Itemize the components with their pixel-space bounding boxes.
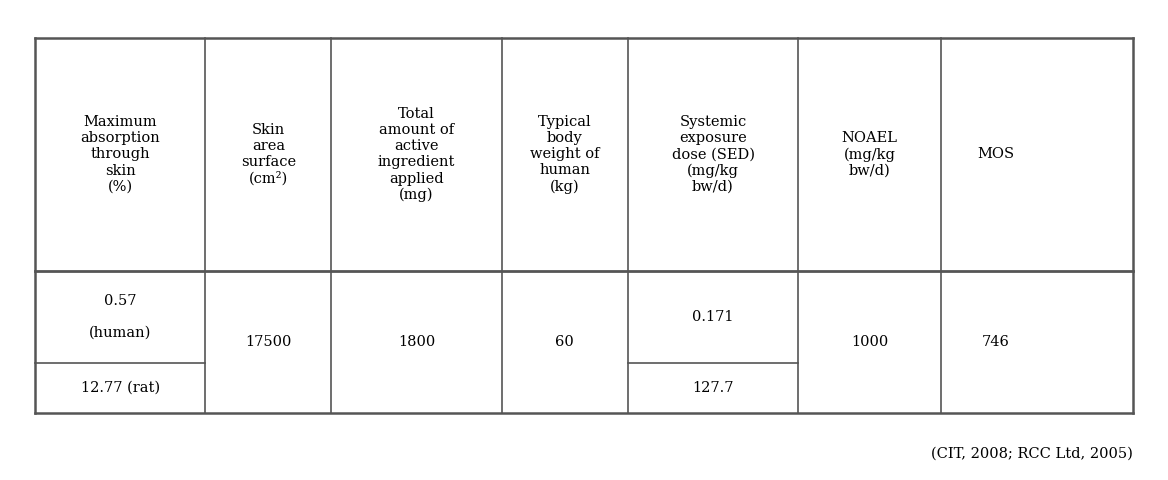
Text: 0.57

(human): 0.57 (human) [89,294,152,340]
Text: Skin
area
surface
(cm²): Skin area surface (cm²) [241,123,296,186]
Text: 1800: 1800 [398,335,436,348]
Text: MOS: MOS [978,147,1014,161]
Text: 17500: 17500 [245,335,292,348]
Text: Typical
body
weight of
human
(kg): Typical body weight of human (kg) [530,115,599,194]
Text: 1000: 1000 [850,335,888,348]
Text: Systemic
exposure
dose (SED)
(mg/kg
bw/d): Systemic exposure dose (SED) (mg/kg bw/d… [672,115,755,194]
Text: 127.7: 127.7 [693,381,734,395]
Text: 0.171: 0.171 [693,310,734,324]
Text: NOAEL
(mg/kg
bw/d): NOAEL (mg/kg bw/d) [841,131,897,178]
Text: Maximum
absorption
through
skin
(%): Maximum absorption through skin (%) [81,115,160,194]
Text: Total
amount of
active
ingredient
applied
(mg): Total amount of active ingredient applie… [378,107,456,202]
Text: 12.77 (rat): 12.77 (rat) [81,381,160,395]
Text: 746: 746 [982,335,1009,348]
Text: 60: 60 [556,335,575,348]
Text: (CIT, 2008; RCC Ltd, 2005): (CIT, 2008; RCC Ltd, 2005) [931,446,1133,460]
